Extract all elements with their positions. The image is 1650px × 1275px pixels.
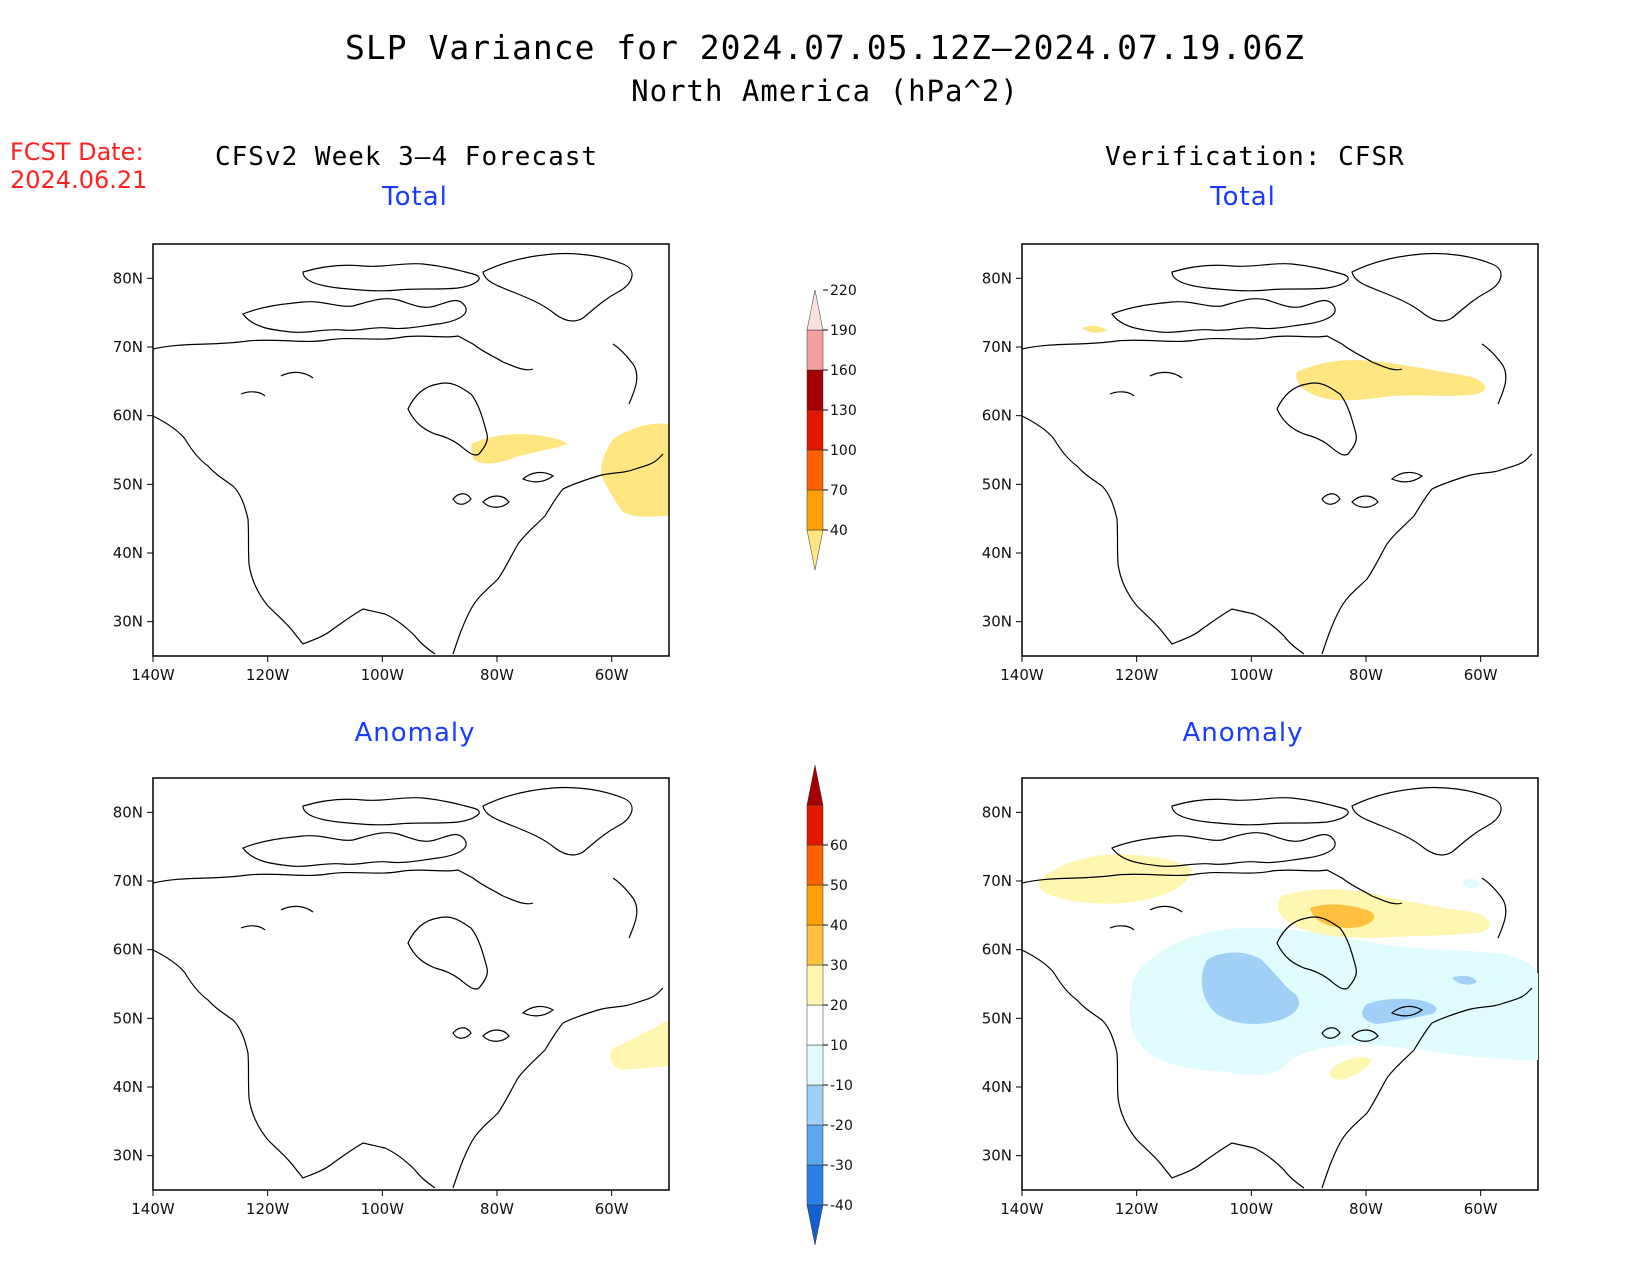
colorbar-label: 40 bbox=[830, 918, 848, 934]
colorbar-segment bbox=[806, 844, 824, 886]
lat-tick-label: 70N bbox=[113, 338, 143, 356]
lat-tick-label: 80N bbox=[113, 803, 143, 821]
lat-tick-label: 70N bbox=[113, 872, 143, 890]
lon-tick-label: 140W bbox=[1000, 1200, 1044, 1218]
colorbar-segment bbox=[806, 449, 824, 491]
lon-tick-label: 80W bbox=[480, 1200, 514, 1218]
colorbar-segment bbox=[806, 1084, 824, 1126]
lat-tick-label: 30N bbox=[982, 1147, 1012, 1165]
lat-tick-label: 80N bbox=[982, 269, 1012, 287]
forecast-anomaly-title: Anomaly bbox=[354, 718, 476, 748]
colorbar-label: -40 bbox=[830, 1198, 853, 1214]
lat-tick-label: 40N bbox=[113, 544, 143, 562]
verification-total-title: Total bbox=[1210, 182, 1276, 212]
lat-tick-label: 30N bbox=[113, 613, 143, 631]
lon-tick-label: 60W bbox=[1464, 1200, 1498, 1218]
colorbar-segment bbox=[806, 884, 824, 926]
colorbar-segment bbox=[806, 1004, 824, 1046]
colorbar-label: 160 bbox=[830, 363, 857, 379]
lon-tick-label: 100W bbox=[361, 1200, 405, 1218]
lon-tick-label: 80W bbox=[1349, 1200, 1383, 1218]
lon-tick-label: 80W bbox=[1349, 666, 1383, 684]
verification-column-heading: Verification: CFSR bbox=[1105, 142, 1405, 172]
colorbar-label: -10 bbox=[830, 1078, 853, 1094]
lon-tick-label: 60W bbox=[595, 1200, 629, 1218]
lat-tick-label: 60N bbox=[113, 407, 143, 425]
forecast-column-heading: CFSv2 Week 3–4 Forecast bbox=[215, 142, 599, 172]
subtitle: North America (hPa^2) bbox=[631, 74, 1019, 108]
colorbar-segment bbox=[806, 369, 824, 411]
lon-tick-label: 120W bbox=[1115, 666, 1159, 684]
colorbar-label: 70 bbox=[830, 483, 848, 499]
lat-tick-label: 40N bbox=[982, 1078, 1012, 1096]
lat-tick-label: 70N bbox=[982, 338, 1012, 356]
colorbar-label: -20 bbox=[830, 1118, 853, 1134]
fcst-date: FCST Date: 2024.06.21 bbox=[10, 138, 147, 194]
lat-tick-label: 60N bbox=[113, 941, 143, 959]
lat-tick-label: 50N bbox=[113, 1009, 143, 1027]
lat-tick-label: 40N bbox=[113, 1078, 143, 1096]
verification-anomaly-title: Anomaly bbox=[1182, 718, 1304, 748]
verification-anomaly-panel bbox=[1021, 777, 1539, 1191]
lon-tick-label: 60W bbox=[595, 666, 629, 684]
lon-tick-label: 140W bbox=[131, 1200, 175, 1218]
forecast-anomaly-panel bbox=[152, 777, 670, 1191]
lon-tick-label: 140W bbox=[131, 666, 175, 684]
lat-tick-label: 40N bbox=[982, 544, 1012, 562]
colorbar-label: 130 bbox=[830, 403, 857, 419]
colorbar-label: 220 bbox=[830, 283, 857, 299]
main-title: SLP Variance for 2024.07.05.12Z–2024.07.… bbox=[345, 28, 1305, 67]
colorbar-label: 60 bbox=[830, 838, 848, 854]
lat-tick-label: 60N bbox=[982, 941, 1012, 959]
colorbar-segment bbox=[806, 1044, 824, 1086]
lat-tick-label: 30N bbox=[982, 613, 1012, 631]
lon-tick-label: 140W bbox=[1000, 666, 1044, 684]
lon-tick-label: 120W bbox=[1115, 1200, 1159, 1218]
colorbar-label: 100 bbox=[830, 443, 857, 459]
verification-total-panel bbox=[1021, 243, 1539, 657]
lon-tick-label: 120W bbox=[246, 666, 290, 684]
lat-tick-label: 50N bbox=[113, 475, 143, 493]
lat-tick-label: 50N bbox=[982, 475, 1012, 493]
forecast-total-panel bbox=[152, 243, 670, 657]
lat-tick-label: 30N bbox=[113, 1147, 143, 1165]
colorbar-segment bbox=[806, 804, 824, 846]
colorbar-segment bbox=[806, 489, 824, 531]
lon-tick-label: 100W bbox=[1230, 666, 1274, 684]
colorbar-label: 50 bbox=[830, 878, 848, 894]
colorbar-label: 10 bbox=[830, 1038, 848, 1054]
lat-tick-label: 70N bbox=[982, 872, 1012, 890]
lon-tick-label: 100W bbox=[361, 666, 405, 684]
lat-tick-label: 80N bbox=[113, 269, 143, 287]
colorbar-segment bbox=[806, 964, 824, 1006]
fcst-date-label: FCST Date: bbox=[10, 138, 144, 166]
fcst-date-value: 2024.06.21 bbox=[10, 166, 148, 194]
colorbar-segment bbox=[806, 1204, 824, 1246]
colorbar-label: 30 bbox=[830, 958, 848, 974]
colorbar-label: 40 bbox=[830, 523, 848, 539]
lon-tick-label: 60W bbox=[1464, 666, 1498, 684]
lat-tick-label: 80N bbox=[982, 803, 1012, 821]
lon-tick-label: 100W bbox=[1230, 1200, 1274, 1218]
colorbar-segment bbox=[806, 1164, 824, 1206]
lon-tick-label: 80W bbox=[480, 666, 514, 684]
colorbar-label: 190 bbox=[830, 323, 857, 339]
colorbar-segment bbox=[806, 409, 824, 451]
colorbar-segment bbox=[806, 924, 824, 966]
colorbar-segment bbox=[806, 529, 824, 571]
lat-tick-label: 50N bbox=[982, 1009, 1012, 1027]
colorbar-label: -30 bbox=[830, 1158, 853, 1174]
forecast-total-title: Total bbox=[382, 182, 448, 212]
total-colorbar: 40 70 100 130 160 190 220 bbox=[806, 283, 857, 571]
anomaly-colorbar: -40 -30 -20 -10 10 20 30 40 50 60 bbox=[806, 764, 853, 1246]
colorbar-segment bbox=[806, 764, 824, 806]
colorbar-segment bbox=[806, 1124, 824, 1166]
colorbar-label: 20 bbox=[830, 998, 848, 1014]
colorbar-segment bbox=[806, 329, 824, 371]
lon-tick-label: 120W bbox=[246, 1200, 290, 1218]
lat-tick-label: 60N bbox=[982, 407, 1012, 425]
colorbar-segment bbox=[806, 289, 824, 331]
